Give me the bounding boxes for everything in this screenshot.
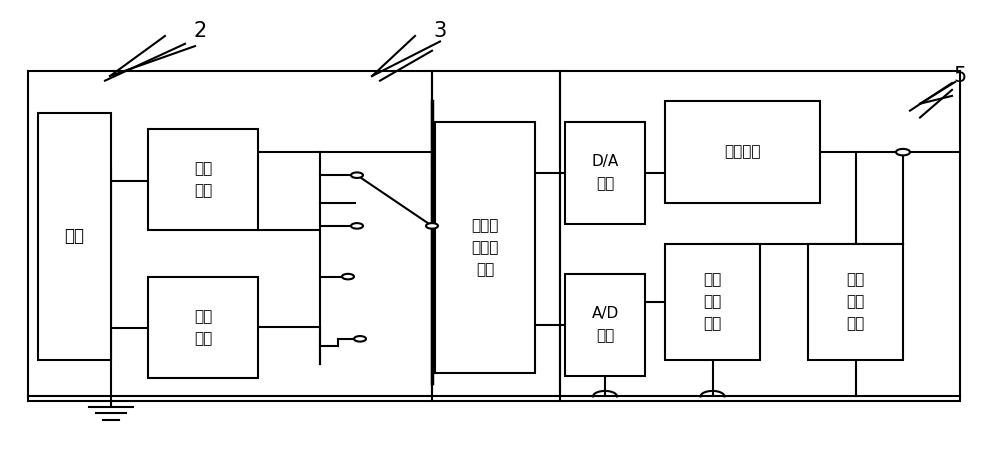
- Text: 电压
采样
模块: 电压 采样 模块: [846, 272, 865, 331]
- Circle shape: [896, 149, 910, 155]
- Text: 高压电源: 高压电源: [724, 145, 761, 160]
- Circle shape: [426, 223, 438, 229]
- Bar: [665, 244, 760, 360]
- Text: A/D
转换: A/D 转换: [591, 307, 619, 343]
- Circle shape: [351, 223, 363, 229]
- Circle shape: [351, 172, 363, 178]
- Text: 微处理
器控制
模块: 微处理 器控制 模块: [471, 218, 499, 278]
- Bar: [38, 113, 111, 360]
- Text: 电流
采样
模块: 电流 采样 模块: [703, 272, 722, 331]
- Bar: [435, 122, 535, 373]
- Bar: [560, 71, 960, 401]
- Text: 5: 5: [953, 66, 967, 86]
- Bar: [565, 274, 645, 376]
- Text: 直流
电源: 直流 电源: [194, 161, 212, 198]
- Bar: [28, 71, 432, 401]
- Text: 2: 2: [193, 21, 207, 41]
- Text: D/A
转换: D/A 转换: [591, 154, 619, 191]
- Circle shape: [342, 274, 354, 279]
- Text: 市电: 市电: [64, 227, 84, 245]
- Bar: [432, 71, 560, 401]
- Bar: [665, 101, 820, 203]
- Text: 充电
电池: 充电 电池: [194, 309, 212, 346]
- Text: 3: 3: [433, 21, 447, 41]
- Bar: [808, 244, 903, 360]
- Bar: [148, 129, 258, 230]
- Bar: [148, 277, 258, 378]
- Bar: [565, 122, 645, 224]
- Circle shape: [354, 336, 366, 342]
